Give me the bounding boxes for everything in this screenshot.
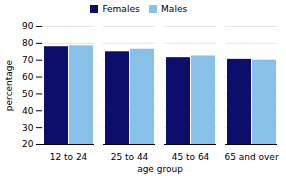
svg-text:age group: age group: [137, 164, 183, 174]
svg-text:90: 90: [22, 21, 34, 31]
svg-text:50: 50: [22, 89, 34, 99]
svg-text:30: 30: [22, 123, 34, 133]
svg-text:40: 40: [22, 106, 34, 116]
svg-text:60: 60: [22, 72, 34, 82]
svg-text:20: 20: [22, 139, 34, 149]
svg-text:percentage: percentage: [4, 59, 14, 111]
html-text:Females: Females: [102, 4, 140, 14]
svg-text:25 to 44: 25 to 44: [111, 152, 149, 162]
svg-text:65 and over: 65 and over: [224, 152, 278, 162]
svg-text:70: 70: [22, 55, 34, 65]
svg-text:12 to 24: 12 to 24: [50, 152, 88, 162]
svg-text:45 to 64: 45 to 64: [172, 152, 210, 162]
html-text:Males: Males: [161, 4, 188, 14]
svg-text:80: 80: [22, 38, 34, 48]
